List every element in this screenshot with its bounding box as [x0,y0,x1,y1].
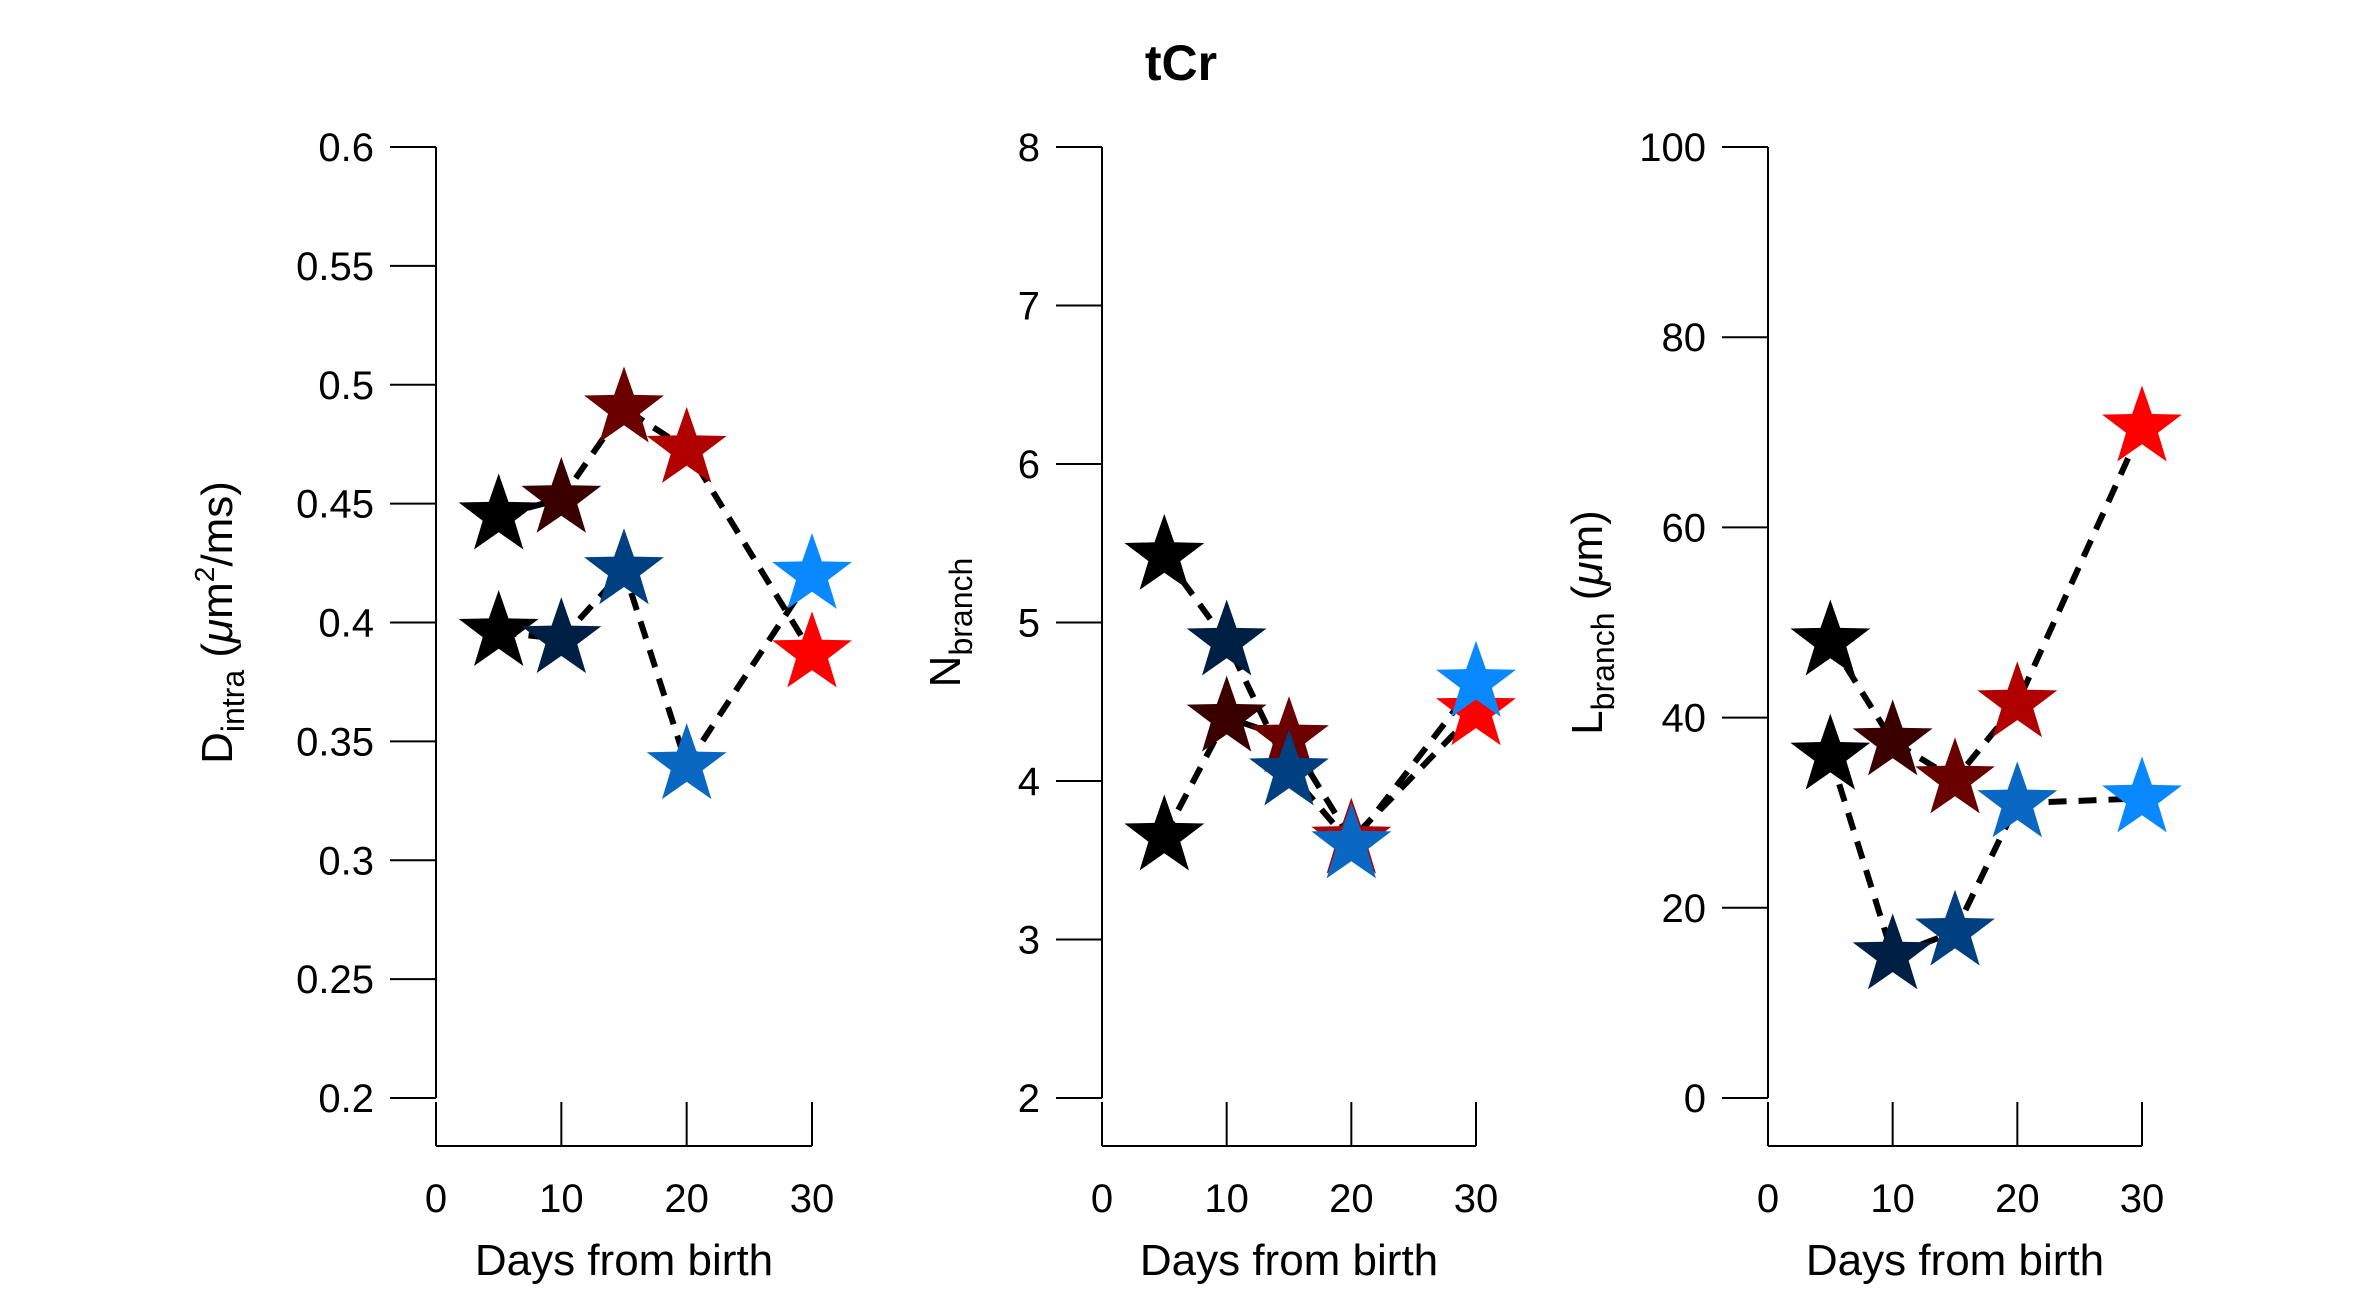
figure-title: tCr [1145,35,1217,91]
series-1-star-marker [1915,737,1995,814]
y-label-mu: μ [1563,561,1612,586]
y-tick-label: 4 [1018,760,1040,804]
y-label-superscript: 2 [189,567,220,583]
series-2-star-marker [1852,913,1933,990]
y-label-unit: m [1563,525,1612,562]
y-tick-label: 0.45 [296,483,374,527]
x-tick-label: 0 [1091,1177,1113,1221]
y-tick-label: 0.4 [318,602,374,646]
series-1-star-marker [1436,669,1516,746]
x-axis-label: Days from birth [475,1236,773,1285]
x-axis-label: Days from birth [1140,1236,1438,1285]
series-1-star-marker [458,473,539,550]
x-tick-label: 10 [1204,1177,1249,1221]
x-tick-label: 0 [425,1177,447,1221]
y-tick-label: 0.6 [318,126,374,170]
x-tick-label: 20 [664,1177,709,1221]
y-tick-label: 6 [1018,443,1040,487]
series-1-star-marker [584,366,664,443]
y-label-mu: μ [193,619,242,644]
series-2-star-marker [1977,761,2058,838]
y-label-main: L [1563,710,1612,734]
x-tick-label: 10 [539,1177,584,1221]
y-label-close: /ms) [193,481,242,567]
series-2-star-marker [1186,599,1267,676]
series-2-star-marker [1124,513,1205,590]
y-tick-label: 5 [1018,602,1040,646]
y-tick-label: 40 [1662,697,1707,741]
y-tick-label: 0.2 [318,1077,374,1121]
chart-panel-2: 2 3 4 5 6 7 8 0 10 20 30 Days from birth Nbranch [921,126,1516,1285]
x-tick-label: 30 [790,1177,835,1221]
series-1-star-marker [1186,675,1267,752]
x-axis-label: Days from birth [1806,1236,2104,1285]
series-2-star-marker [1249,729,1329,806]
y-tick-label: 100 [1639,126,1706,170]
y-tick-label: 2 [1018,1077,1040,1121]
series-1-star-marker [2102,385,2182,462]
series-1-star-marker [1790,599,1871,676]
y-label-subscript: branch [943,558,979,656]
series-2-star-marker [772,533,852,609]
series-1-star-marker [646,406,727,483]
y-label-close: ) [1563,510,1612,525]
series-1-line [497,404,815,655]
series-2-star-marker [1311,802,1392,879]
y-tick-label: 0.3 [318,839,374,883]
series-2-star-marker [458,590,539,666]
y-label-main: D [193,732,242,764]
chart-panel-3: 0 20 40 60 80 100 0 10 20 30 Days from birth Lbranc… [1563,126,2182,1285]
x-tick-label: 0 [1757,1177,1779,1221]
y-tick-label: 0.5 [318,364,374,408]
series-2-star-marker [1790,713,1871,790]
series-2-star-marker [521,597,602,674]
x-tick-label: 30 [1454,1177,1499,1221]
y-tick-label: 20 [1662,887,1707,931]
y-axis-label: Nbranch [921,558,979,688]
y-label-main: N [921,656,970,688]
series-1-star-marker [1124,794,1205,871]
series-1-star-marker [1852,699,1933,776]
y-label-unit: m [193,582,242,619]
y-label-subscript: branch [1585,612,1621,710]
y-label-paren: ( [193,643,242,670]
y-label-subscript: intra [215,670,251,732]
x-tick-label: 30 [2120,1177,2165,1221]
series-2-star-marker [2102,756,2182,833]
series-1-line [1827,426,2145,784]
y-tick-label: 0.25 [296,958,374,1002]
series-2-star-marker [1915,889,1995,966]
y-tick-label: 0.35 [296,720,374,764]
y-tick-label: 80 [1662,316,1707,360]
x-tick-label: 10 [1870,1177,1915,1221]
y-tick-label: 60 [1662,506,1707,550]
y-axis-label: Lbranch (μm) [1563,510,1621,735]
series-2-star-marker [1436,640,1516,717]
y-tick-label: 3 [1018,919,1040,963]
y-axis-label: Dintra (μm2/ms) [189,481,251,764]
series-2-line [1827,754,2143,960]
x-tick-label: 20 [1995,1177,2040,1221]
series-2-star-marker [584,528,664,605]
series-2-line [498,564,815,772]
series-1-star-marker [772,611,852,688]
y-tick-label: 8 [1018,126,1040,170]
y-label-paren: ( [1563,585,1612,612]
series-1-star-marker [1977,661,2058,738]
series-2-star-marker [646,723,727,800]
y-tick-label: 0.55 [296,245,374,289]
x-tick-label: 20 [1329,1177,1374,1221]
chart-panel-1: 0.2 0.25 0.3 0.35 0.4 0.45 0.5 0.55 0.6 0 10 20 30 Da… [189,126,852,1285]
series-2-line [1161,554,1479,850]
series-1-star-marker [521,456,602,533]
y-tick-label: 7 [1018,285,1040,329]
y-tick-label: 0 [1684,1077,1706,1121]
